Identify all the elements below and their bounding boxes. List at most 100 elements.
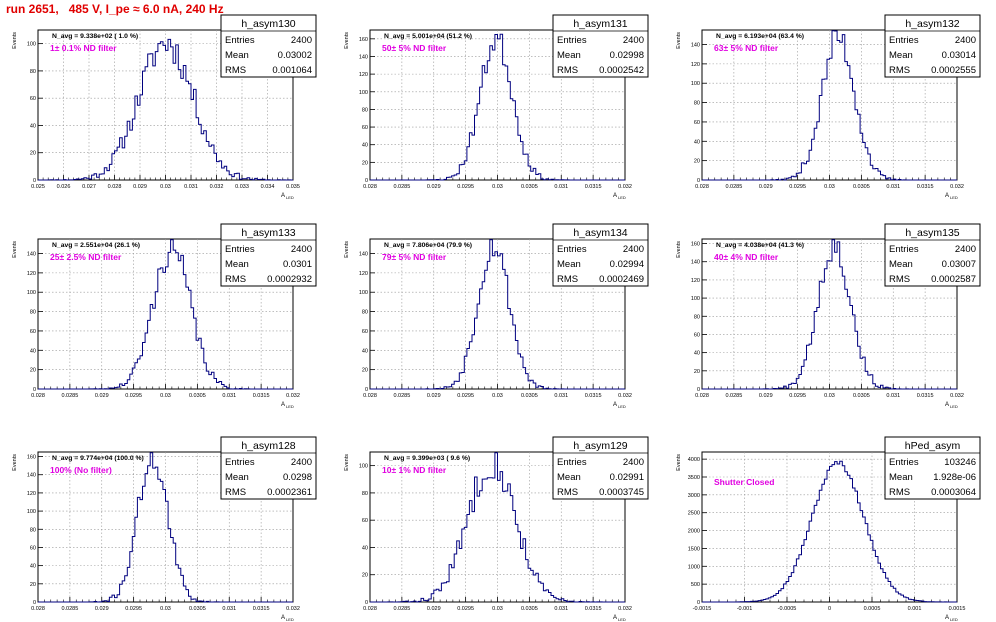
stats-value-rms: 0.0002542 bbox=[599, 65, 644, 76]
stats-label-rms: RMS bbox=[225, 487, 246, 498]
x-tick-label: 0.03 bbox=[492, 393, 503, 399]
x-tick-label: 0.032 bbox=[286, 393, 300, 399]
stats-box bbox=[552, 436, 649, 500]
navg-label: N_avg = 9.399e+03 ( 9.6 %) bbox=[384, 455, 470, 462]
x-tick-label: 0.028 bbox=[363, 184, 377, 190]
x-axis-title: A bbox=[281, 402, 285, 408]
y-tick-label: 100 bbox=[27, 509, 36, 515]
stats-value-mean: 0.02994 bbox=[610, 259, 644, 270]
x-axis-subscript: LED bbox=[950, 195, 958, 200]
x-axis-title: A bbox=[945, 402, 949, 408]
stats-label-mean: Mean bbox=[889, 472, 913, 483]
stats-title: h_asym131 bbox=[573, 18, 627, 30]
histogram-panel-h_asym134: 0.028 0.0285 0.029 0.0295 0.03 0.0305 0.031 0.0… bbox=[344, 223, 649, 409]
y-tick-label: 40 bbox=[30, 123, 36, 129]
stats-label-rms: RMS bbox=[889, 65, 910, 76]
histogram-line bbox=[370, 452, 625, 603]
y-axis-title: Events bbox=[676, 454, 682, 471]
x-tick-label: 0.031 bbox=[554, 393, 568, 399]
stats-box bbox=[884, 14, 981, 78]
x-tick-label: 0.032 bbox=[950, 393, 964, 399]
y-tick-label: 0 bbox=[697, 600, 700, 606]
x-tick-label: 0.0285 bbox=[393, 393, 410, 399]
stats-label-mean: Mean bbox=[557, 472, 581, 483]
y-tick-label: 20 bbox=[362, 368, 368, 374]
x-tick-label: 0.028 bbox=[108, 184, 122, 190]
y-tick-label: 60 bbox=[30, 329, 36, 335]
x-tick-label: 0.03 bbox=[492, 606, 503, 612]
y-tick-label: 100 bbox=[27, 290, 36, 296]
y-tick-label: 0 bbox=[33, 178, 36, 184]
y-tick-label: 0 bbox=[365, 178, 368, 184]
histogram-line bbox=[38, 239, 293, 390]
stats-label-rms: RMS bbox=[225, 274, 246, 285]
y-tick-label: 60 bbox=[30, 545, 36, 551]
y-tick-label: 1000 bbox=[688, 564, 700, 570]
y-tick-label: 0 bbox=[697, 387, 700, 393]
x-tick-label: 0.0285 bbox=[393, 184, 410, 190]
x-tick-label: 0.029 bbox=[427, 393, 441, 399]
x-tick-label: 0.001 bbox=[908, 606, 922, 612]
stats-box bbox=[884, 436, 981, 500]
run-header: run 2651, 485 V, I_pe ≈ 6.0 nA, 240 Hz bbox=[6, 2, 224, 16]
y-tick-label: 80 bbox=[362, 107, 368, 113]
stats-title: hPed_asym bbox=[905, 440, 961, 452]
stats-label-mean: Mean bbox=[557, 50, 581, 61]
y-tick-label: 500 bbox=[691, 582, 700, 588]
stats-value-mean: 0.0298 bbox=[283, 472, 312, 483]
stats-label-mean: Mean bbox=[225, 259, 249, 270]
stats-box bbox=[220, 223, 317, 287]
y-tick-label: 40 bbox=[362, 545, 368, 551]
x-tick-label: 0.0305 bbox=[189, 606, 206, 612]
x-tick-label: 0.0295 bbox=[457, 184, 474, 190]
navg-label: N_avg = 4.038e+04 (41.3 %) bbox=[716, 242, 804, 249]
histogram-panel-h_asym132: 0.028 0.0285 0.029 0.0295 0.03 0.0305 0.031 0.0… bbox=[676, 14, 981, 200]
x-tick-label: 0.0015 bbox=[949, 606, 966, 612]
navg-label: N_avg = 5.001e+04 (51.2 %) bbox=[384, 33, 472, 40]
stats-value-entries: 2400 bbox=[291, 244, 312, 255]
filter-annotation: 25± 2.5% ND filter bbox=[50, 252, 122, 262]
histogram-line bbox=[702, 30, 957, 181]
stats-label-mean: Mean bbox=[557, 259, 581, 270]
x-axis-title: A bbox=[613, 193, 617, 199]
x-tick-label: 0.029 bbox=[427, 184, 441, 190]
x-tick-label: 0 bbox=[828, 606, 831, 612]
x-tick-label: 0.0305 bbox=[521, 606, 538, 612]
x-tick-label: 0.0295 bbox=[125, 393, 142, 399]
y-tick-label: 0 bbox=[697, 178, 700, 184]
y-tick-label: 80 bbox=[694, 314, 700, 320]
y-tick-label: 120 bbox=[691, 62, 700, 68]
stats-title: h_asym128 bbox=[241, 440, 295, 452]
stats-value-rms: 0.0002555 bbox=[931, 65, 976, 76]
y-tick-label: 3000 bbox=[688, 493, 700, 499]
x-tick-label: 0.032 bbox=[950, 184, 964, 190]
y-tick-label: 140 bbox=[359, 54, 368, 60]
y-tick-label: 40 bbox=[30, 348, 36, 354]
y-tick-label: 80 bbox=[30, 69, 36, 75]
x-axis-subscript: LED bbox=[286, 617, 294, 622]
y-axis-title: Events bbox=[676, 32, 682, 49]
x-tick-label: 0.0305 bbox=[521, 393, 538, 399]
stats-value-rms: 0.0002361 bbox=[267, 487, 312, 498]
x-tick-label: 0.03 bbox=[160, 393, 171, 399]
stats-label-rms: RMS bbox=[225, 65, 246, 76]
stats-box bbox=[220, 436, 317, 500]
histogram-line bbox=[702, 239, 957, 390]
y-tick-label: 100 bbox=[691, 296, 700, 302]
stats-value-mean: 0.0301 bbox=[283, 259, 312, 270]
x-tick-label: 0.0285 bbox=[725, 184, 742, 190]
y-tick-label: 4000 bbox=[688, 457, 700, 463]
stats-value-entries: 2400 bbox=[623, 457, 644, 468]
filter-annotation: 63± 5% ND filter bbox=[714, 43, 779, 53]
x-tick-label: 0.034 bbox=[261, 184, 275, 190]
stats-value-entries: 103246 bbox=[944, 457, 976, 468]
x-tick-label: 0.0285 bbox=[725, 393, 742, 399]
stats-value-rms: 0.0003745 bbox=[599, 487, 644, 498]
stats-value-rms: 0.0002469 bbox=[599, 274, 644, 285]
stats-title: h_asym133 bbox=[241, 227, 295, 239]
x-axis-subscript: LED bbox=[950, 617, 958, 622]
stats-value-rms: 0.0002587 bbox=[931, 274, 976, 285]
stats-label-entries: Entries bbox=[225, 244, 255, 255]
y-tick-label: 80 bbox=[362, 310, 368, 316]
x-tick-label: 0.0285 bbox=[61, 606, 78, 612]
